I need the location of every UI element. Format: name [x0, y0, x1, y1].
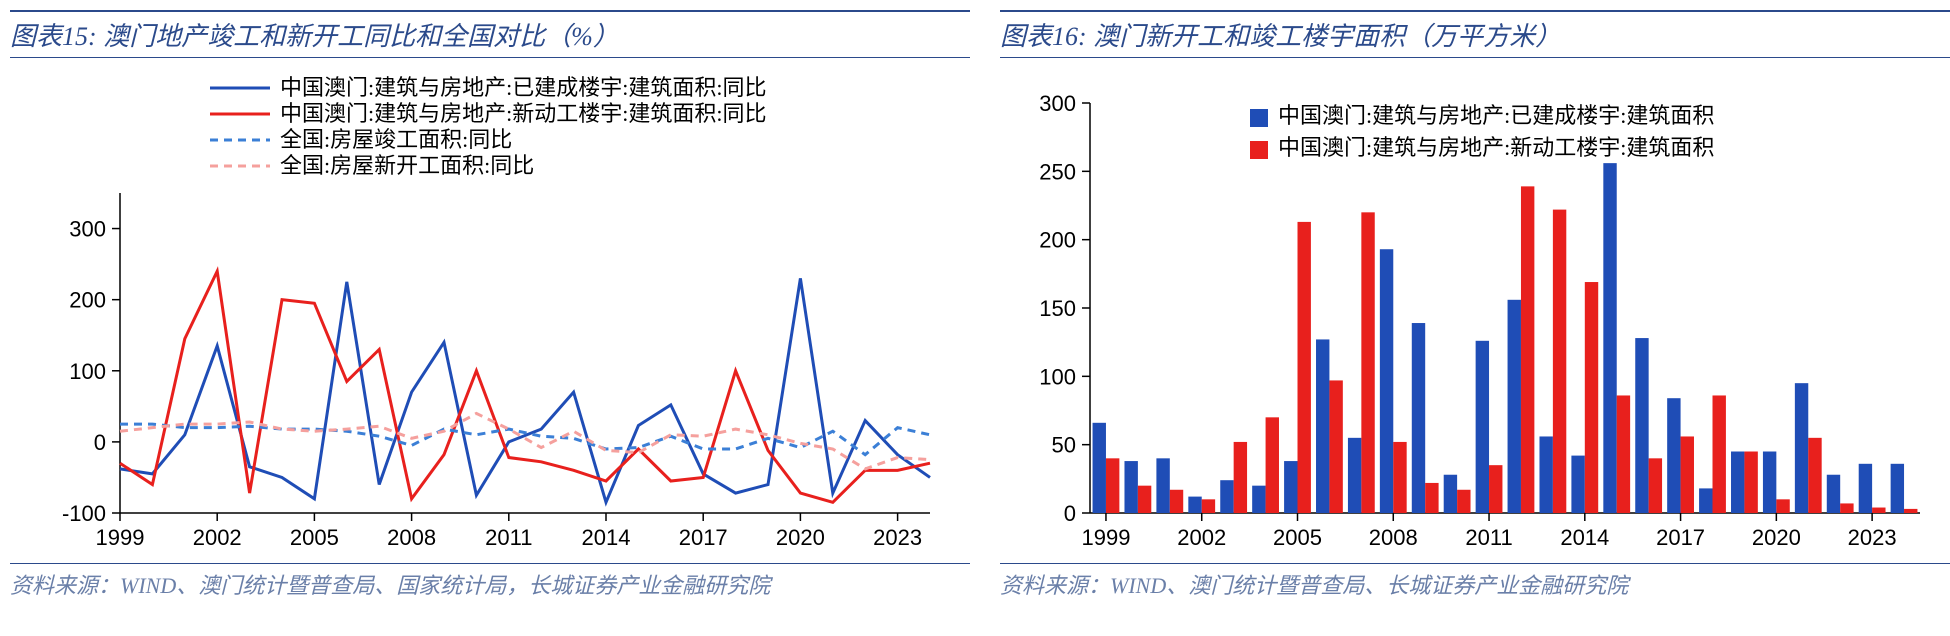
svg-text:2005: 2005: [290, 525, 339, 550]
left-chart-area: -100 0 100 200 300 1999 2002 2005 2008 2011 2014 20…: [10, 58, 970, 563]
left-chart-svg: -100 0 100 200 300 1999 2002 2005 2008 2011 2014 20…: [30, 68, 950, 558]
svg-text:2008: 2008: [1369, 525, 1418, 550]
svg-text:中国澳门:建筑与房地产:新动工楼宇:建筑面积: 中国澳门:建筑与房地产:新动工楼宇:建筑面积: [1278, 135, 1714, 160]
left-source-bar: 资料来源：WIND、澳门统计暨普查局、国家统计局，长城证券产业金融研究院: [10, 563, 970, 604]
right-title-bar: 图表16: 澳门新开工和竣工楼宇面积（万平方米）: [1000, 10, 1950, 58]
svg-text:2020: 2020: [776, 525, 825, 550]
svg-text:200: 200: [1039, 228, 1076, 253]
svg-text:100: 100: [1039, 364, 1076, 389]
svg-text:-100: -100: [62, 501, 106, 526]
svg-text:2017: 2017: [1656, 525, 1705, 550]
svg-text:中国澳门:建筑与房地产:新动工楼宇:建筑面积:同比: 中国澳门:建筑与房地产:新动工楼宇:建筑面积:同比: [280, 101, 766, 126]
right-chart-area: 0 50 100 150 200 250 300 1999 2002 2005 2008 2011 20…: [1000, 58, 1950, 563]
svg-text:0: 0: [94, 430, 106, 455]
panel-left: 图表15: 澳门地产竣工和新开工同比和全国对比（%） -100 0 100 200 30…: [10, 10, 970, 604]
svg-text:2023: 2023: [873, 525, 922, 550]
svg-text:300: 300: [1039, 91, 1076, 116]
svg-text:2011: 2011: [485, 525, 532, 550]
right-chart-svg: 0 50 100 150 200 250 300 1999 2002 2005 2008 2011 20…: [1020, 68, 1940, 558]
svg-text:200: 200: [69, 288, 106, 313]
svg-text:2023: 2023: [1848, 525, 1897, 550]
left-title-bar: 图表15: 澳门地产竣工和新开工同比和全国对比（%）: [10, 10, 970, 58]
svg-text:0: 0: [1064, 501, 1076, 526]
left-source: 资料来源：WIND、澳门统计暨普查局、国家统计局，长城证券产业金融研究院: [10, 568, 970, 600]
svg-text:2005: 2005: [1273, 525, 1322, 550]
svg-text:300: 300: [69, 217, 106, 242]
svg-text:2014: 2014: [1560, 525, 1609, 550]
svg-text:2011: 2011: [1465, 525, 1512, 550]
left-title: 图表15: 澳门地产竣工和新开工同比和全国对比（%）: [10, 16, 970, 53]
svg-text:250: 250: [1039, 159, 1076, 184]
svg-text:中国澳门:建筑与房地产:已建成楼宇:建筑面积:同比: 中国澳门:建筑与房地产:已建成楼宇:建筑面积:同比: [280, 75, 766, 100]
svg-text:150: 150: [1039, 296, 1076, 321]
svg-text:2014: 2014: [582, 525, 631, 550]
svg-text:1999: 1999: [1081, 525, 1130, 550]
svg-text:100: 100: [69, 359, 106, 384]
svg-text:1999: 1999: [96, 525, 145, 550]
panel-right: 图表16: 澳门新开工和竣工楼宇面积（万平方米） 0 50 100 150 200 250…: [1000, 10, 1950, 604]
svg-text:全国:房屋新开工面积:同比: 全国:房屋新开工面积:同比: [280, 153, 534, 178]
svg-text:2020: 2020: [1752, 525, 1801, 550]
svg-text:50: 50: [1052, 433, 1076, 458]
svg-text:2002: 2002: [193, 525, 242, 550]
right-title: 图表16: 澳门新开工和竣工楼宇面积（万平方米）: [1000, 16, 1950, 53]
svg-text:全国:房屋竣工面积:同比: 全国:房屋竣工面积:同比: [280, 127, 512, 152]
right-source-bar: 资料来源：WIND、澳门统计暨普查局、长城证券产业金融研究院: [1000, 563, 1950, 604]
svg-text:2017: 2017: [679, 525, 728, 550]
right-source: 资料来源：WIND、澳门统计暨普查局、长城证券产业金融研究院: [1000, 568, 1950, 600]
svg-text:2002: 2002: [1177, 525, 1226, 550]
svg-text:中国澳门:建筑与房地产:已建成楼宇:建筑面积: 中国澳门:建筑与房地产:已建成楼宇:建筑面积: [1278, 103, 1714, 128]
svg-text:2008: 2008: [387, 525, 436, 550]
